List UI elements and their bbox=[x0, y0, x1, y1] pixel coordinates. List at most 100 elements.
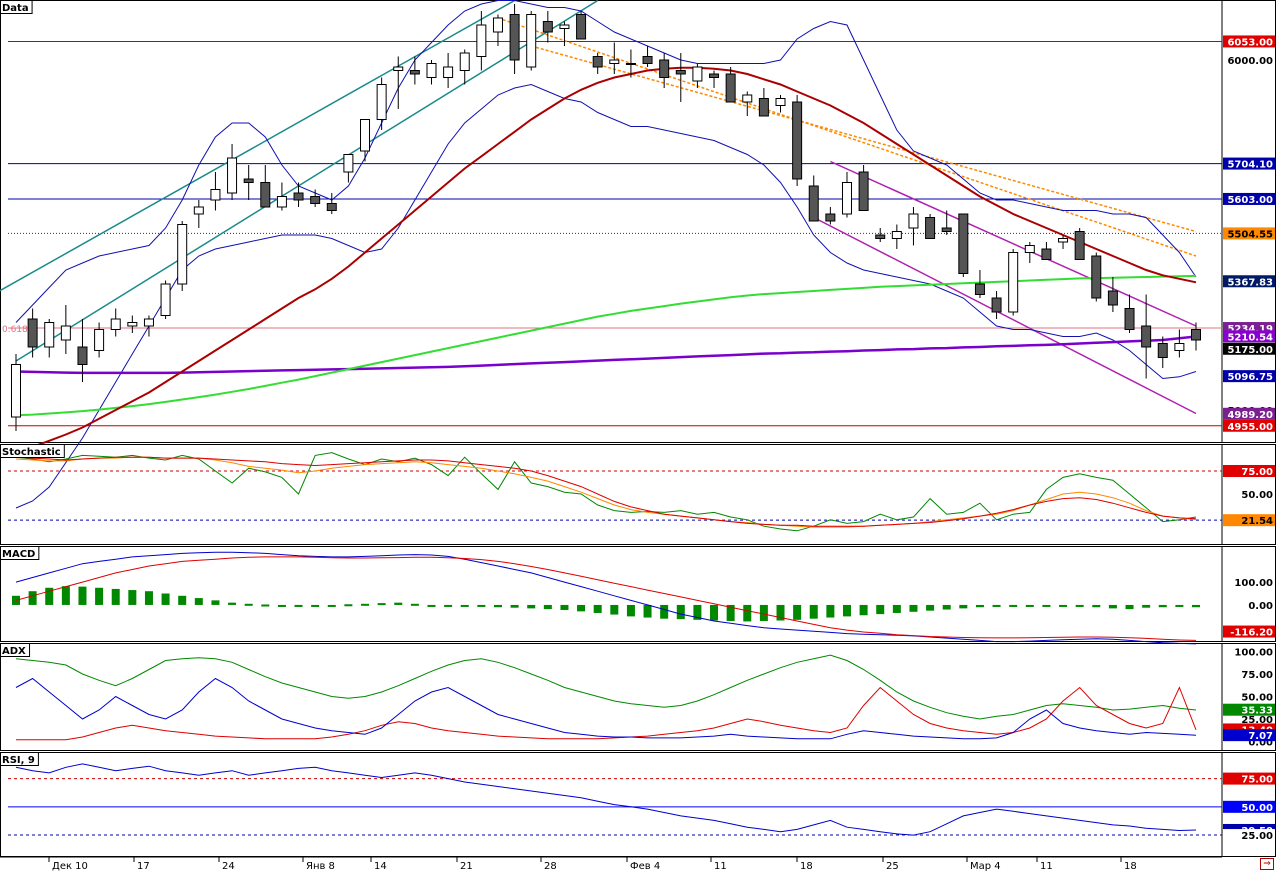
macd-histogram-bar bbox=[892, 604, 901, 613]
macd-histogram-bar bbox=[78, 586, 87, 605]
macd-histogram-bar bbox=[593, 604, 602, 613]
candle-body bbox=[1157, 343, 1168, 358]
macd-histogram-bar bbox=[377, 603, 386, 606]
candle-body bbox=[343, 154, 354, 173]
x-axis-label: Фев 4 bbox=[630, 861, 660, 872]
candle bbox=[775, 95, 786, 113]
adx-marker-2-bg bbox=[1223, 729, 1275, 742]
macd-histogram-bar bbox=[493, 604, 502, 608]
candle-body bbox=[908, 213, 919, 229]
candle-body bbox=[625, 63, 636, 65]
candle bbox=[991, 291, 1002, 319]
stoch-green-line bbox=[15, 452, 1197, 532]
adx-axis-50: 50.00 bbox=[1241, 693, 1273, 704]
candle bbox=[127, 315, 138, 333]
candle bbox=[891, 224, 902, 249]
macd-histogram-bar bbox=[660, 604, 669, 619]
candle bbox=[260, 165, 271, 208]
candle-body bbox=[991, 297, 1002, 313]
candle bbox=[908, 207, 919, 246]
candle-body bbox=[559, 24, 570, 29]
price-marker-0-bg bbox=[1223, 35, 1275, 48]
candle-body bbox=[609, 59, 620, 64]
stoch-red-line bbox=[15, 456, 1197, 527]
candle-body bbox=[11, 364, 21, 418]
candle-body bbox=[94, 329, 105, 351]
macd-histogram-bar bbox=[61, 586, 70, 605]
macd-histogram-bar bbox=[527, 604, 536, 609]
price-marker-3: 5504.55 bbox=[1223, 227, 1275, 240]
candle-body bbox=[725, 73, 736, 103]
macd-histogram-bar bbox=[510, 604, 519, 608]
magenta-channel-lower bbox=[813, 216, 1197, 415]
panel-label-data: Data bbox=[2, 3, 29, 14]
macd-histogram-bar bbox=[759, 604, 768, 621]
macd-histogram-bar bbox=[992, 604, 1001, 607]
macd-histogram-bar bbox=[826, 604, 835, 618]
macd-histogram-bar bbox=[28, 591, 37, 605]
candle-body bbox=[1191, 329, 1201, 341]
price-marker-1-text: 5704.10 bbox=[1227, 160, 1273, 171]
candle bbox=[825, 207, 836, 225]
candle bbox=[1107, 277, 1118, 312]
price-marker-4-bg bbox=[1223, 275, 1275, 288]
rsi-marker-3-bg bbox=[1223, 829, 1275, 842]
macd-histogram-bar bbox=[477, 604, 486, 607]
macd-histogram-bar bbox=[394, 602, 403, 605]
macd-histogram-bar bbox=[743, 604, 752, 622]
macd-histogram-bar bbox=[610, 604, 619, 615]
candle-body bbox=[1174, 343, 1185, 351]
candle bbox=[227, 144, 238, 200]
candle-body bbox=[1024, 245, 1035, 253]
candle bbox=[393, 56, 404, 109]
candle-body bbox=[1091, 255, 1102, 299]
candle-body bbox=[875, 234, 886, 239]
candle bbox=[875, 228, 886, 242]
candle bbox=[659, 53, 670, 88]
macd-histogram-bar bbox=[1142, 604, 1151, 608]
candle bbox=[542, 11, 553, 43]
candle-body bbox=[426, 63, 437, 78]
candle-body bbox=[1041, 248, 1052, 260]
candle-body bbox=[143, 318, 154, 327]
candle bbox=[709, 70, 720, 88]
macd-histogram-bar bbox=[327, 604, 336, 607]
macd-histogram-bar bbox=[676, 604, 685, 620]
candle-body bbox=[526, 14, 537, 68]
axis-label-6000: 6000.00 bbox=[1227, 56, 1273, 67]
bollinger-upper-line bbox=[15, 0, 1197, 323]
panel-label-stochastic: Stochastic bbox=[2, 447, 61, 458]
macd-histogram-bar bbox=[926, 604, 935, 611]
price-marker-0: 6053.00 bbox=[1223, 35, 1275, 48]
adx-marker-2: 7.07 bbox=[1223, 729, 1275, 742]
candle bbox=[858, 165, 869, 211]
candle-body bbox=[825, 213, 836, 222]
stoch-axis-50: 50.00 bbox=[1241, 490, 1273, 501]
macd-histogram-bar bbox=[626, 604, 635, 617]
candle-body bbox=[675, 70, 686, 75]
macd-histogram-bar bbox=[942, 604, 951, 610]
candle bbox=[143, 315, 154, 337]
candle bbox=[459, 49, 470, 85]
candle-body bbox=[659, 59, 670, 78]
price-marker-2-text: 5603.00 bbox=[1227, 195, 1273, 206]
rsi-marker-0-text: 75.00 bbox=[1241, 775, 1273, 786]
candle bbox=[326, 193, 337, 214]
macd-histogram-bar bbox=[144, 591, 153, 605]
macd-marker-0-text: -116.20 bbox=[1230, 628, 1273, 639]
macd-axis-100: 100.00 bbox=[1234, 578, 1273, 589]
candle bbox=[60, 305, 71, 354]
candle bbox=[1091, 252, 1102, 302]
macd-histogram-bar bbox=[1042, 604, 1051, 607]
candle bbox=[160, 280, 171, 319]
price-marker-1-bg bbox=[1223, 157, 1275, 170]
scroll-right-icon[interactable]: ⇒ bbox=[1260, 858, 1274, 870]
panel-label-stochastic-box bbox=[0, 444, 65, 458]
candle-body bbox=[1058, 238, 1069, 243]
panel-label-adx: ADX bbox=[2, 646, 26, 657]
x-axis-label: 18 bbox=[800, 861, 813, 872]
candle-body bbox=[709, 73, 720, 78]
candle bbox=[526, 11, 537, 71]
macd-histogram-bar bbox=[1158, 604, 1167, 608]
